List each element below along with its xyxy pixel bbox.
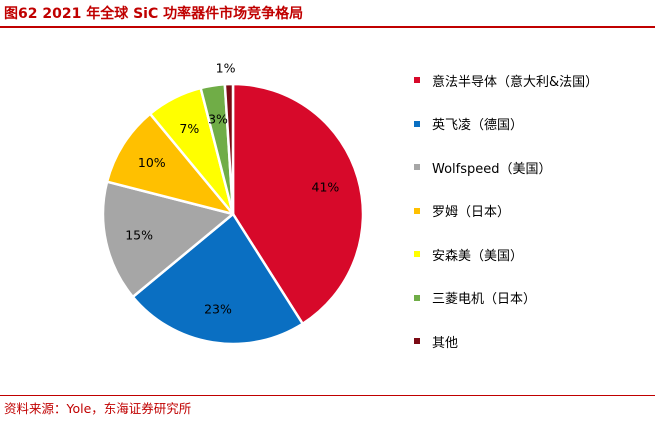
legend-item-1: 英飞凌（德国）	[414, 114, 523, 134]
source-note: 资料来源：Yole，东海证券研究所	[4, 401, 192, 416]
legend-item-5: 三菱电机（日本）	[414, 288, 536, 308]
slice-label-2: 15%	[125, 228, 153, 243]
legend-swatch	[414, 207, 420, 214]
slice-label-3: 10%	[138, 155, 166, 170]
legend-item-4: 安森美（美国）	[414, 244, 523, 264]
pie-slice-6	[223, 82, 235, 216]
pie-slice-1	[131, 212, 304, 346]
legend-label: 安森美（美国）	[432, 248, 524, 264]
slice-label-6: 1%	[216, 61, 236, 76]
legend-label: Wolfspeed（美国）	[432, 161, 552, 177]
slice-label-1: 23%	[204, 302, 232, 317]
legend-item-3: 罗姆（日本）	[414, 201, 510, 221]
legend-label: 英飞凌（德国）	[432, 118, 524, 133]
legend-swatch	[414, 164, 420, 170]
slice-label-5: 3%	[208, 112, 228, 127]
pie-slices	[101, 82, 365, 346]
slice-label-0: 41%	[312, 180, 340, 195]
legend-item-0: 意法半导体（意大利&法国）	[414, 70, 598, 90]
legend-swatch	[414, 251, 420, 257]
slice-label-4: 7%	[179, 121, 199, 136]
legend-label: 意法半导体（意大利&法国）	[432, 74, 599, 90]
legend-label: 其他	[432, 335, 459, 351]
pie-slice-3	[105, 112, 235, 216]
legend-label: 三菱电机（日本）	[432, 292, 537, 307]
legend-swatch	[414, 338, 420, 344]
pie-slice-2	[101, 180, 235, 299]
legend-label: 罗姆（日本）	[432, 205, 511, 220]
figure-title: 图62 2021 年全球 SiC 功率器件市场竞争格局	[4, 6, 304, 22]
legend-item-6: 其他	[414, 331, 458, 351]
legend-swatch	[414, 120, 420, 127]
slice-labels: 41% 23% 15% 10% 7% 3% 1%	[125, 61, 339, 317]
legend-swatch	[414, 294, 420, 301]
legend-item-2: Wolfspeed（美国）	[414, 157, 552, 177]
title-divider	[0, 26, 655, 28]
source-divider	[0, 395, 655, 396]
legend-swatch	[414, 77, 420, 83]
